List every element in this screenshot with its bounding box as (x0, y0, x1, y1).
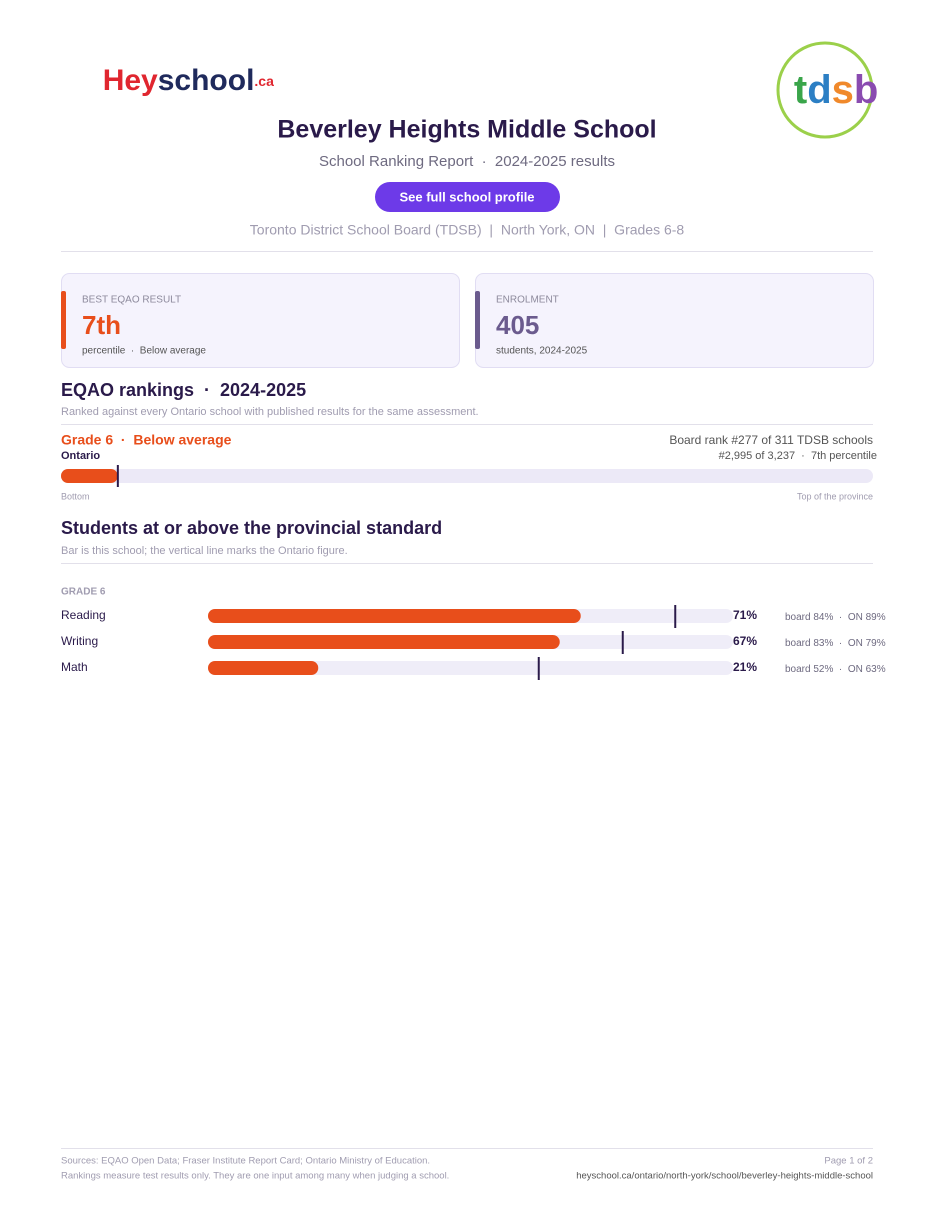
section-title: EQAO rankings · 2024-2025 (61, 380, 306, 400)
track (208, 661, 733, 675)
logo-ring (776, 41, 874, 139)
separator: · (833, 612, 847, 623)
section-title: Students at or above the provincial stan… (61, 518, 442, 538)
ontario-figure: ON 89% (848, 612, 886, 623)
footer-url: heyschool.ca/ontario/north-york/school/b… (576, 1171, 873, 1182)
card-label: ENROLMENT (496, 295, 559, 306)
subject-name: Reading (61, 608, 106, 622)
value-label: 67% (733, 634, 757, 648)
board-logo: tdsb (738, 68, 911, 112)
ontario-figure: ON 63% (848, 664, 886, 675)
separator: · (833, 664, 847, 675)
section-subtitle: Bar is this school; the vertical line ma… (61, 545, 348, 557)
logo-letter: s (832, 68, 854, 112)
axis-label: Bottom (61, 491, 90, 501)
board-figure: board 83% (785, 638, 833, 649)
card-value: 405 (496, 310, 539, 340)
logo-part: .ca (254, 73, 274, 89)
value-label: 21% (733, 660, 757, 674)
board-figure: board 52% (785, 664, 833, 675)
school-bar (208, 661, 319, 675)
comparison: board 52% · ON 63% (785, 664, 886, 675)
comparison: board 84% · ON 89% (785, 612, 886, 623)
button-bg[interactable] (375, 182, 560, 212)
subject-name: Writing (61, 634, 98, 648)
button-label[interactable]: See full school profile (399, 189, 534, 204)
board-figure: board 84% (785, 612, 833, 623)
title: Beverley Heights Middle School (277, 116, 656, 144)
axis-label: Top of the province (797, 491, 873, 501)
section-subtitle: Ranked against every Ontario school with… (61, 406, 479, 418)
board-rank: Board rank #277 of 311 TDSB schools (669, 433, 873, 447)
grade-label: Grade 6 · Below average (61, 432, 232, 448)
logo-letter: d (807, 68, 831, 112)
logo: Heyschool.ca (61, 64, 299, 97)
track (61, 469, 873, 483)
province-rank: #2,995 of 3,237 · 7th percentile (719, 450, 877, 462)
card-value: 7th (82, 310, 121, 340)
subtitle: School Ranking Report · 2024-2025 result… (319, 153, 615, 170)
subject-name: Math (61, 660, 88, 674)
profile-button[interactable]: See full school profile (375, 182, 560, 212)
group-label: GRADE 6 (61, 587, 106, 598)
logo-letter: b (854, 68, 878, 112)
footer-note: Rankings measure test results only. They… (61, 1171, 449, 1182)
meta: Toronto District School Board (TDSB) | N… (250, 222, 685, 238)
card-accent (475, 291, 480, 349)
ontario-figure: ON 79% (848, 638, 886, 649)
card-note: percentile · Below average (82, 346, 206, 357)
logo-part: Hey (103, 64, 158, 97)
card-label: BEST EQAO RESULT (82, 295, 181, 306)
scope-label: Ontario (61, 450, 100, 462)
card-note: students, 2024-2025 (496, 346, 588, 357)
school-bar (208, 609, 581, 623)
footer-page: Page 1 of 2 (824, 1156, 873, 1167)
logo-letter: t (794, 68, 807, 112)
percentile-bar (61, 469, 118, 483)
school-bar (208, 635, 560, 649)
logo-part: school (158, 64, 255, 97)
comparison: board 83% · ON 79% (785, 638, 886, 649)
card-accent (61, 291, 66, 349)
value-label: 71% (733, 608, 757, 622)
footer-sources: Sources: EQAO Open Data; Fraser Institut… (61, 1156, 430, 1167)
separator: · (833, 638, 847, 649)
